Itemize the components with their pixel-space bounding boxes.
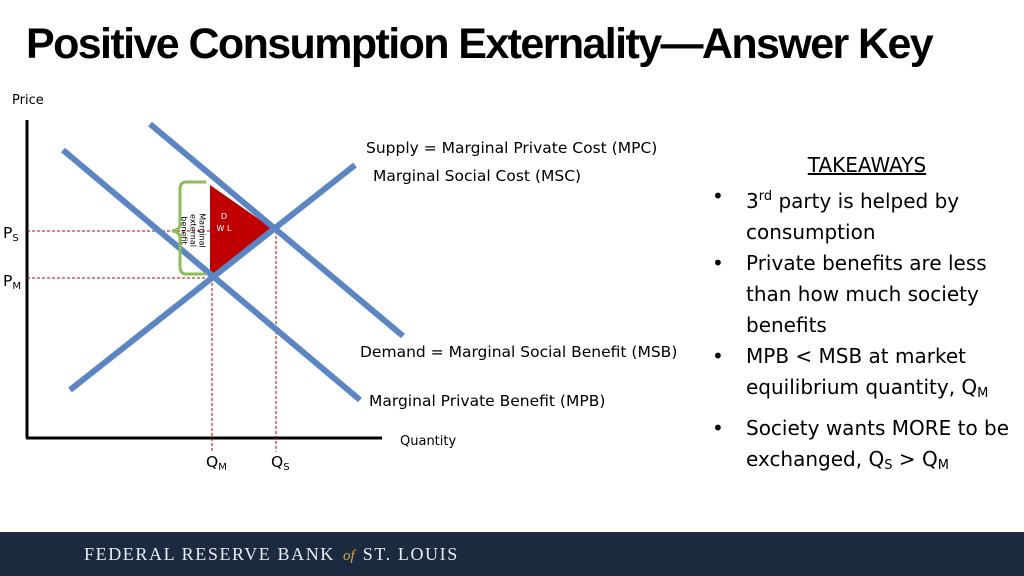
page-title: Positive Consumption Externality—Answer … xyxy=(26,20,934,68)
demand-label: Demand = Marginal Social Benefit (MSB) xyxy=(360,343,678,361)
takeaway-item: Private benefits are less than how much … xyxy=(712,248,1012,341)
takeaways-heading: TAKEAWAYS xyxy=(807,153,927,177)
supply-curve xyxy=(68,162,357,393)
x-axis-label: Quantity xyxy=(400,434,457,449)
msc-label: Marginal Social Cost (MSC) xyxy=(373,167,582,185)
external-benefit-brace xyxy=(171,180,206,276)
pm-label: PM xyxy=(3,272,22,292)
takeaways-panel: TAKEAWAYS 3rd party is helped by consump… xyxy=(712,150,1012,481)
takeaway-item: 3rd party is helped by consumption xyxy=(712,181,1012,248)
takeaway-item: MPB < MSB at market equilibrium quantity… xyxy=(712,341,1012,409)
ps-label: PS xyxy=(3,224,19,244)
dwl-label: D W L xyxy=(216,212,232,233)
external-benefit-label: Marginal external benefit xyxy=(179,213,207,248)
takeaway-item: Society wants MORE to be exchanged, QS >… xyxy=(712,413,1012,481)
qs-label: QS xyxy=(271,453,290,473)
footer-bar: FEDERAL RESERVE BANK of ST. LOUIS xyxy=(0,532,1024,576)
supply-label: Supply = Marginal Private Cost (MPC) xyxy=(366,139,658,157)
footer-logo-text: FEDERAL RESERVE BANK of ST. LOUIS xyxy=(84,544,459,564)
mpb-label: Marginal Private Benefit (MPB) xyxy=(369,392,606,410)
takeaways-list: 3rd party is helped by consumption Priva… xyxy=(712,181,1012,481)
y-axis-label: Price xyxy=(12,93,44,108)
qm-label: QM xyxy=(206,453,227,473)
